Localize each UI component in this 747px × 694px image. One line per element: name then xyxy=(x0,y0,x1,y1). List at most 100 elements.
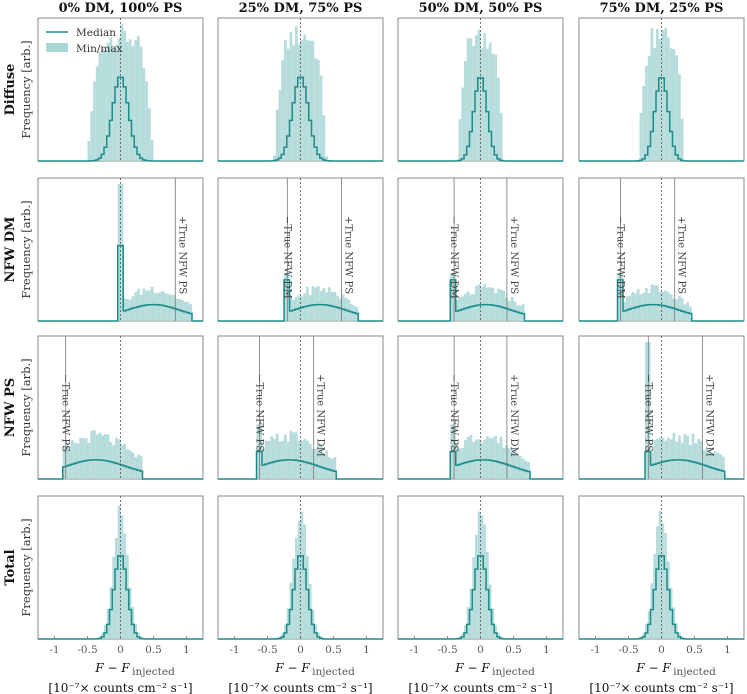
minmax-bar-nfw-ps-2-41 xyxy=(510,448,514,479)
minmax-bar-diffuse-0-31 xyxy=(123,30,126,161)
x-tick-label-3-3: 0.5 xyxy=(686,644,703,656)
minmax-bar-nfw-dm-2-24 xyxy=(464,293,467,321)
minmax-bar-total-1-28 xyxy=(295,537,298,639)
minmax-bar-diffuse-1-34 xyxy=(311,40,315,161)
minmax-bar-nfw-ps-3-39 xyxy=(686,435,689,479)
x-tick-label-1-4: 1 xyxy=(363,644,370,656)
minmax-bar-diffuse-0-27 xyxy=(112,48,115,161)
minmax-bar-nfw-dm-2-28 xyxy=(475,285,478,321)
minmax-bar-total-2-27 xyxy=(472,557,475,639)
x-tick-label-0-3: 0.5 xyxy=(145,644,162,656)
median-line-total-1 xyxy=(218,555,383,640)
minmax-bar-total-1-26 xyxy=(289,582,293,639)
minmax-bar-nfw-ps-0-32 xyxy=(126,449,129,479)
row-title-diffuse: Diffuse xyxy=(3,64,18,116)
minmax-bar-nfw-ps-0-20 xyxy=(93,430,96,479)
x-tick-label-2-2: 0 xyxy=(477,644,484,656)
minmax-bar-diffuse-2-32 xyxy=(486,48,489,161)
minmax-bar-nfw-dm-0-29 xyxy=(117,184,121,321)
minmax-bar-total-3-31 xyxy=(664,532,667,639)
minmax-bar-total-1-35 xyxy=(314,624,317,639)
legend-minmax-swatch xyxy=(46,43,68,52)
minmax-bar-nfw-ps-3-33 xyxy=(669,439,673,479)
minmax-bar-nfw-ps-3-47 xyxy=(708,448,711,479)
column-title-1: 25% DM, 75% PS xyxy=(239,1,363,16)
x-axis-units-1: [10⁻⁷× counts cm⁻² s⁻¹] xyxy=(228,681,372,694)
minmax-bar-nfw-dm-2-19 xyxy=(450,273,453,321)
minmax-bar-total-2-29 xyxy=(477,511,481,639)
minmax-bar-nfw-ps-2-37 xyxy=(499,436,503,479)
minmax-bar-nfw-dm-3-36 xyxy=(678,296,681,321)
minmax-bar-nfw-dm-1-37 xyxy=(319,290,323,321)
column-title-3: 75% DM, 25% PS xyxy=(600,1,724,16)
minmax-bar-diffuse-0-22 xyxy=(98,51,102,161)
minmax-bar-diffuse-0-40 xyxy=(148,108,151,161)
minmax-bar-diffuse-0-25 xyxy=(106,42,110,161)
true-value-label-nfw-dm-1-0: −True NFW DM xyxy=(281,216,292,299)
minmax-bar-nfw-dm-1-33 xyxy=(308,295,312,321)
minmax-bar-total-3-24 xyxy=(645,624,648,639)
minmax-bar-total-2-28 xyxy=(475,534,478,639)
minmax-bar-nfw-ps-1-37 xyxy=(319,445,323,479)
median-line-nfw-ps-3 xyxy=(579,450,744,480)
minmax-bar-diffuse-0-30 xyxy=(120,24,124,162)
minmax-bar-diffuse-1-35 xyxy=(314,58,317,161)
x-tick-label-1-3: 0.5 xyxy=(325,644,342,656)
minmax-bar-nfw-ps-3-36 xyxy=(678,435,681,479)
minmax-bar-total-1-29 xyxy=(297,521,301,639)
minmax-bar-nfw-dm-3-22 xyxy=(639,294,643,321)
minmax-bar-nfw-dm-2-22 xyxy=(458,297,462,321)
legend-minmax-label: Min/max xyxy=(76,43,123,55)
median-line-total-3 xyxy=(579,555,744,640)
minmax-bar-nfw-ps-3-30 xyxy=(661,438,665,479)
minmax-bar-nfw-dm-2-29 xyxy=(477,284,481,321)
minmax-bar-nfw-ps-2-30 xyxy=(480,442,484,479)
minmax-bar-diffuse-1-21 xyxy=(275,109,279,161)
minmax-bar-nfw-dm-1-32 xyxy=(306,286,309,321)
minmax-bar-diffuse-3-33 xyxy=(669,48,673,162)
minmax-bar-nfw-ps-0-35 xyxy=(134,457,137,479)
x-tick-label-0-0: -1 xyxy=(49,644,59,656)
x-tick-label-2-4: 1 xyxy=(543,644,550,656)
minmax-bar-diffuse-0-32 xyxy=(126,41,129,162)
minmax-bar-diffuse-2-31 xyxy=(483,33,486,162)
minmax-bar-diffuse-1-30 xyxy=(300,40,304,161)
minmax-bar-nfw-ps-2-42 xyxy=(513,449,517,479)
x-tick-label-1-1: -0.5 xyxy=(257,644,277,656)
x-tick-label-2-3: 0.5 xyxy=(505,644,522,656)
minmax-bar-nfw-ps-3-44 xyxy=(700,441,703,479)
minmax-bar-nfw-dm-3-39 xyxy=(686,301,689,321)
minmax-bar-total-0-32 xyxy=(126,554,129,639)
minmax-bar-diffuse-0-24 xyxy=(104,50,107,161)
minmax-bar-diffuse-1-25 xyxy=(286,48,290,161)
minmax-bar-nfw-dm-1-45 xyxy=(341,294,345,321)
minmax-bar-nfw-ps-3-32 xyxy=(667,438,670,479)
median-line-total-0 xyxy=(38,555,203,640)
minmax-bar-diffuse-0-39 xyxy=(145,81,148,161)
minmax-bar-nfw-ps-3-37 xyxy=(680,442,684,479)
minmax-bar-nfw-dm-0-40 xyxy=(148,290,151,321)
column-title-2: 50% DM, 50% PS xyxy=(419,1,543,16)
minmax-bar-total-1-23 xyxy=(281,633,284,639)
minmax-bar-nfw-ps-3-46 xyxy=(705,449,709,479)
minmax-bar-nfw-ps-1-32 xyxy=(306,440,309,479)
minmax-bar-nfw-dm-3-17 xyxy=(625,296,629,321)
minmax-bar-diffuse-0-34 xyxy=(131,46,135,161)
minmax-bar-nfw-ps-3-31 xyxy=(664,440,667,479)
minmax-bar-nfw-dm-3-37 xyxy=(680,297,684,321)
minmax-bar-total-2-25 xyxy=(466,607,470,639)
minmax-bar-nfw-ps-1-36 xyxy=(317,444,320,479)
minmax-bar-total-3-27 xyxy=(653,554,656,639)
minmax-bar-diffuse-2-35 xyxy=(494,54,497,161)
minmax-bar-total-3-28 xyxy=(656,526,659,639)
minmax-bar-nfw-dm-0-42 xyxy=(153,292,157,321)
minmax-bar-nfw-dm-2-37 xyxy=(499,289,503,321)
minmax-bar-total-1-24 xyxy=(284,624,287,639)
minmax-bar-total-2-35 xyxy=(494,625,497,639)
minmax-bar-nfw-ps-1-35 xyxy=(314,449,317,479)
minmax-bar-nfw-ps-1-33 xyxy=(308,443,312,479)
minmax-bar-nfw-dm-3-30 xyxy=(661,291,665,321)
minmax-bar-nfw-ps-0-11 xyxy=(68,446,71,479)
minmax-bar-nfw-dm-0-30 xyxy=(120,184,124,321)
minmax-bar-nfw-ps-3-25 xyxy=(647,342,651,479)
